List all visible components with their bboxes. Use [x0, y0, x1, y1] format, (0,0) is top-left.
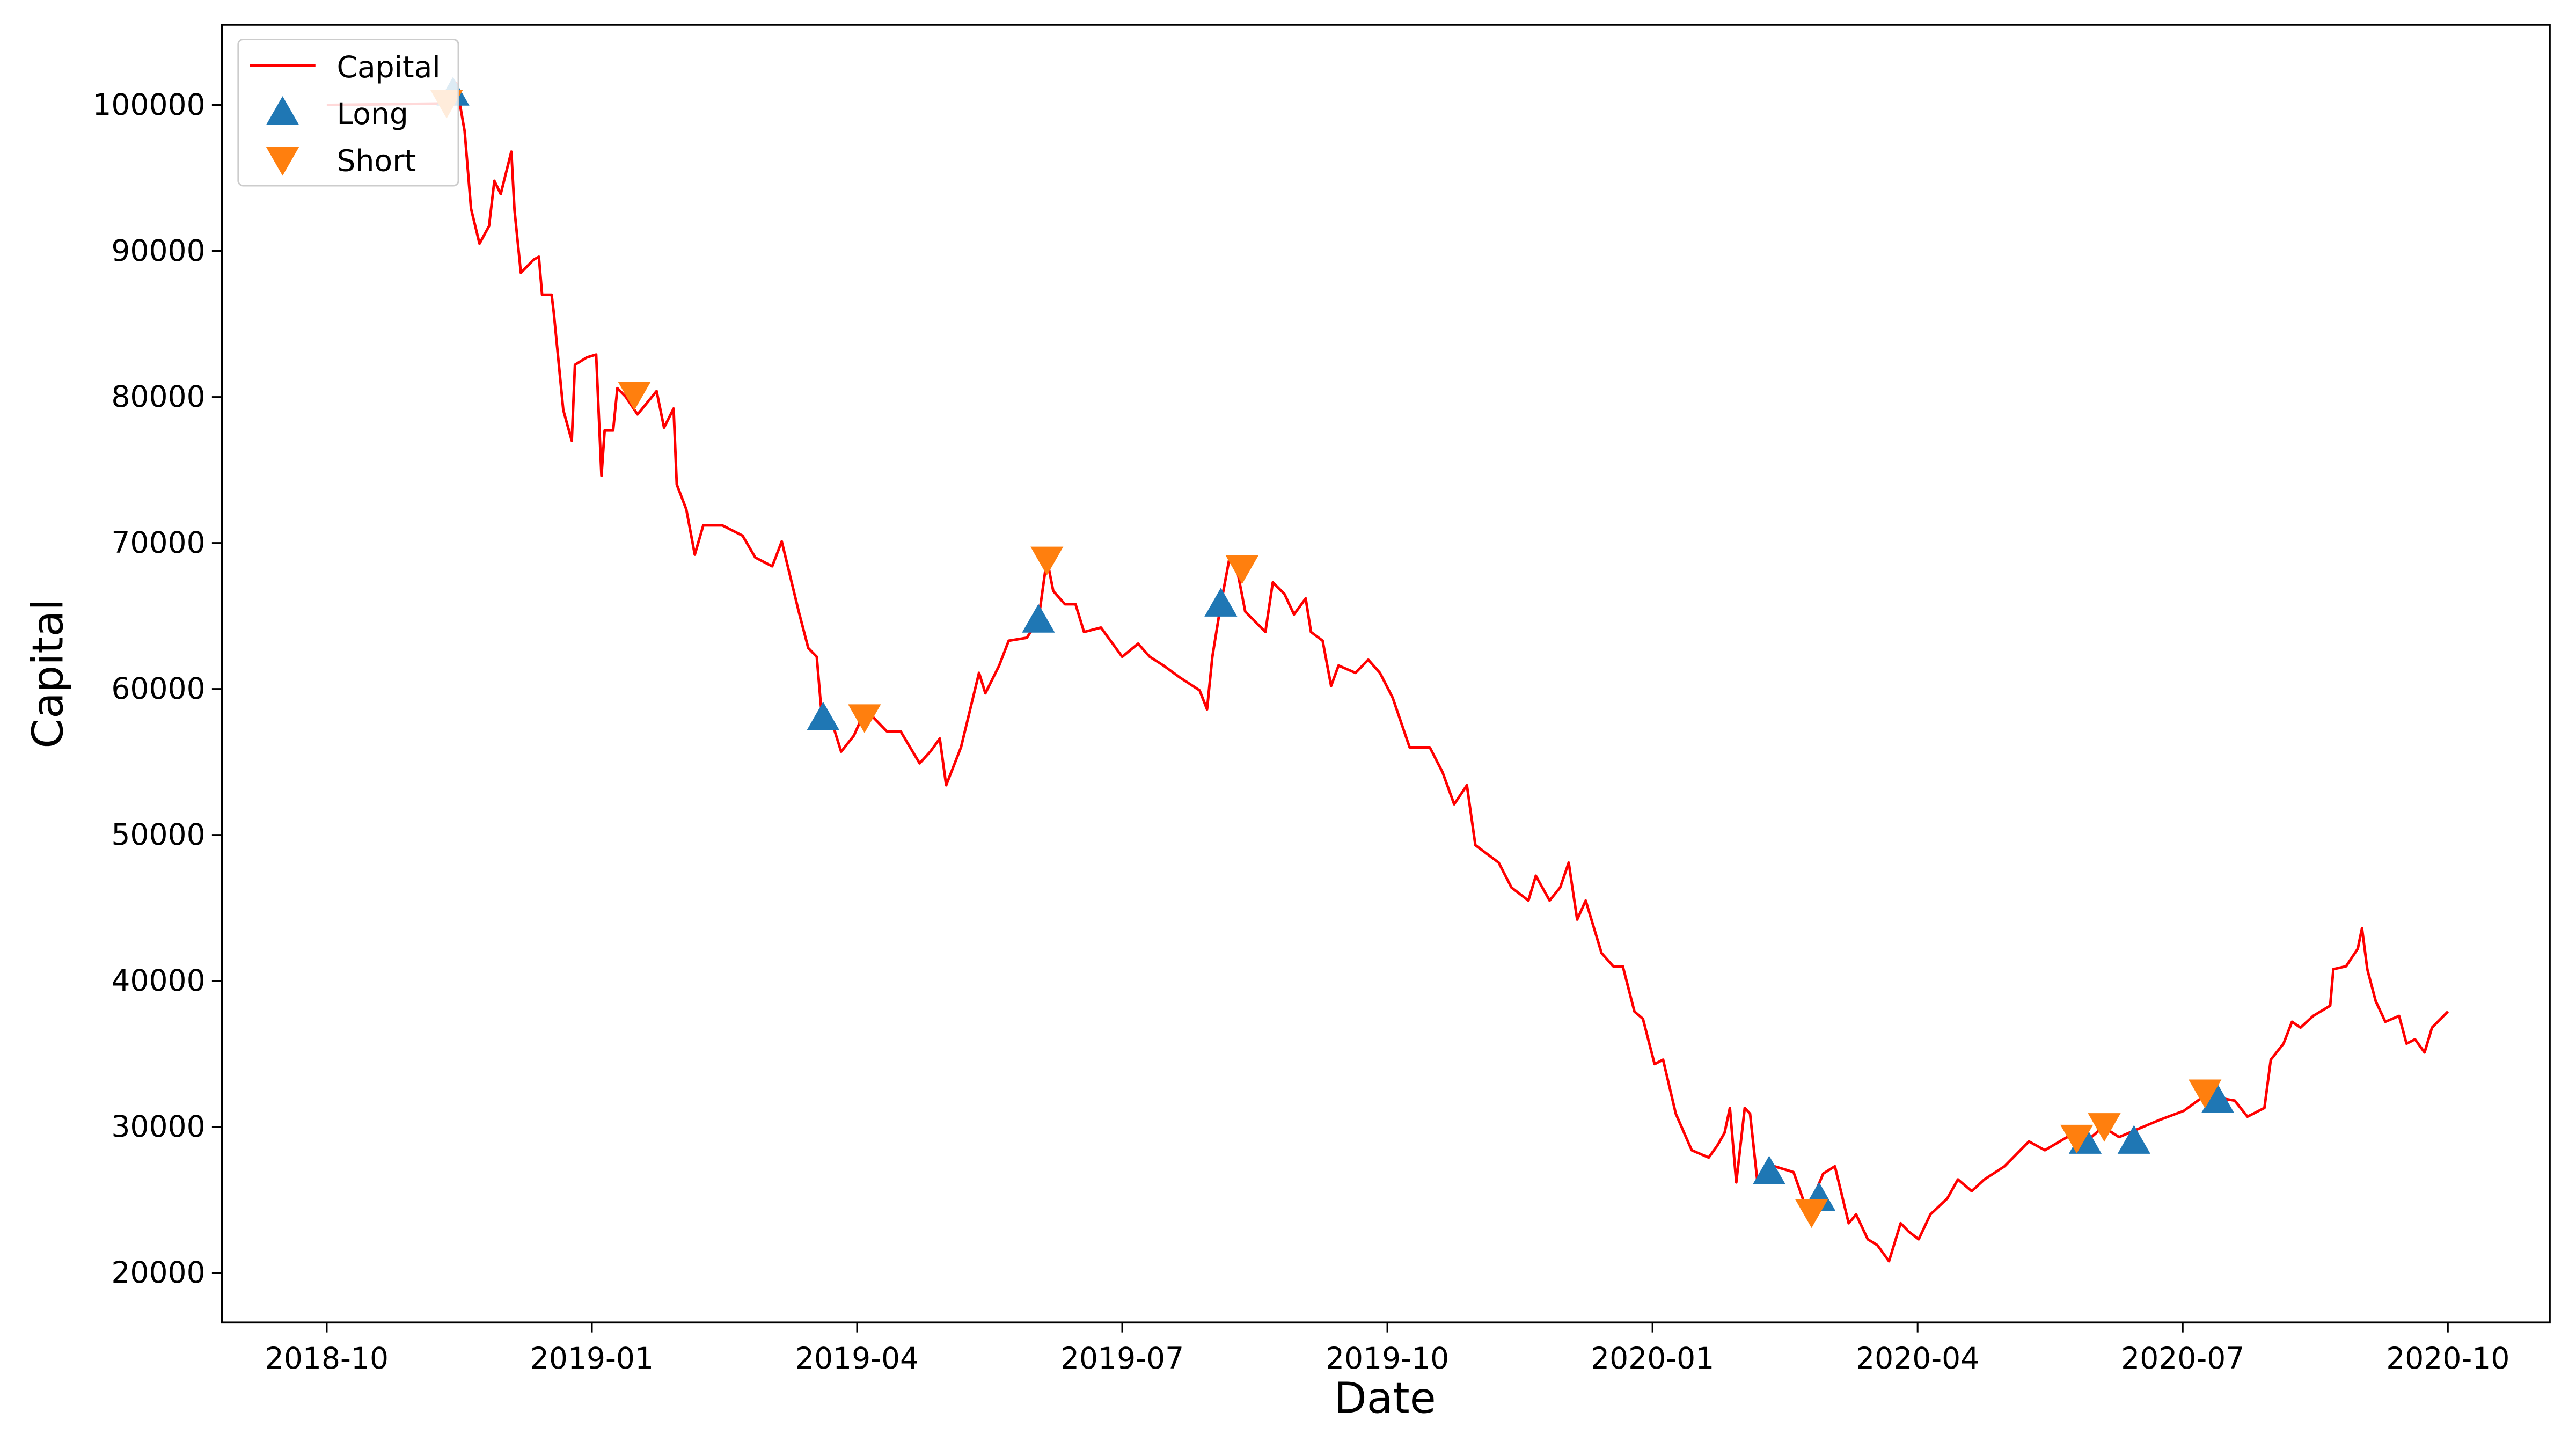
- long-marker: [807, 701, 840, 731]
- plot-frame: [221, 24, 2551, 1324]
- long-marker: [2201, 1084, 2235, 1113]
- legend-label: Short: [337, 143, 416, 178]
- long-marker: [1022, 604, 1055, 633]
- short-marker: [2189, 1079, 2222, 1109]
- short-marker: [618, 382, 651, 411]
- y-tick-label: 80000: [111, 379, 205, 414]
- legend-swatch: [266, 147, 299, 176]
- x-tick-label: 2018-10: [265, 1341, 389, 1375]
- x-tick-label: 2020-10: [2386, 1341, 2509, 1375]
- y-axis-label: Capital: [23, 599, 72, 749]
- x-tick-label: 2019-07: [1060, 1341, 1184, 1375]
- y-tick-label: 90000: [111, 233, 205, 268]
- x-tick-label: 2020-01: [1591, 1341, 1714, 1375]
- y-tick-label: 60000: [111, 671, 205, 706]
- x-tick-label: 2020-04: [1856, 1341, 1979, 1375]
- legend-label: Capital: [337, 50, 441, 84]
- long-marker: [2117, 1125, 2150, 1154]
- x-tick-label: 2020-07: [2121, 1341, 2244, 1375]
- legend-swatch: [266, 96, 299, 125]
- short-marker: [2088, 1113, 2121, 1142]
- y-tick-label: 30000: [111, 1109, 205, 1144]
- legend: Capital Long Short: [237, 38, 459, 187]
- long-marker: [1204, 588, 1238, 617]
- x-tick-label: 2019-01: [530, 1341, 654, 1375]
- x-tick-label: 2019-04: [795, 1341, 919, 1375]
- short-marker: [1225, 555, 1258, 584]
- x-tick-label: 2019-10: [1326, 1341, 1449, 1375]
- y-tick-label: 100000: [92, 87, 205, 122]
- y-tick-label: 70000: [111, 525, 205, 560]
- y-tick-label: 40000: [111, 963, 205, 998]
- short-marker: [848, 704, 881, 733]
- long-marker: [1752, 1155, 1786, 1185]
- x-axis-label: Date: [1334, 1373, 1436, 1423]
- short-marker: [1795, 1199, 1828, 1228]
- y-tick-label: 50000: [111, 817, 205, 852]
- y-tick-label: 20000: [111, 1255, 205, 1290]
- legend-label: Long: [337, 97, 408, 131]
- short-marker: [1030, 546, 1064, 576]
- short-marker: [2060, 1124, 2094, 1154]
